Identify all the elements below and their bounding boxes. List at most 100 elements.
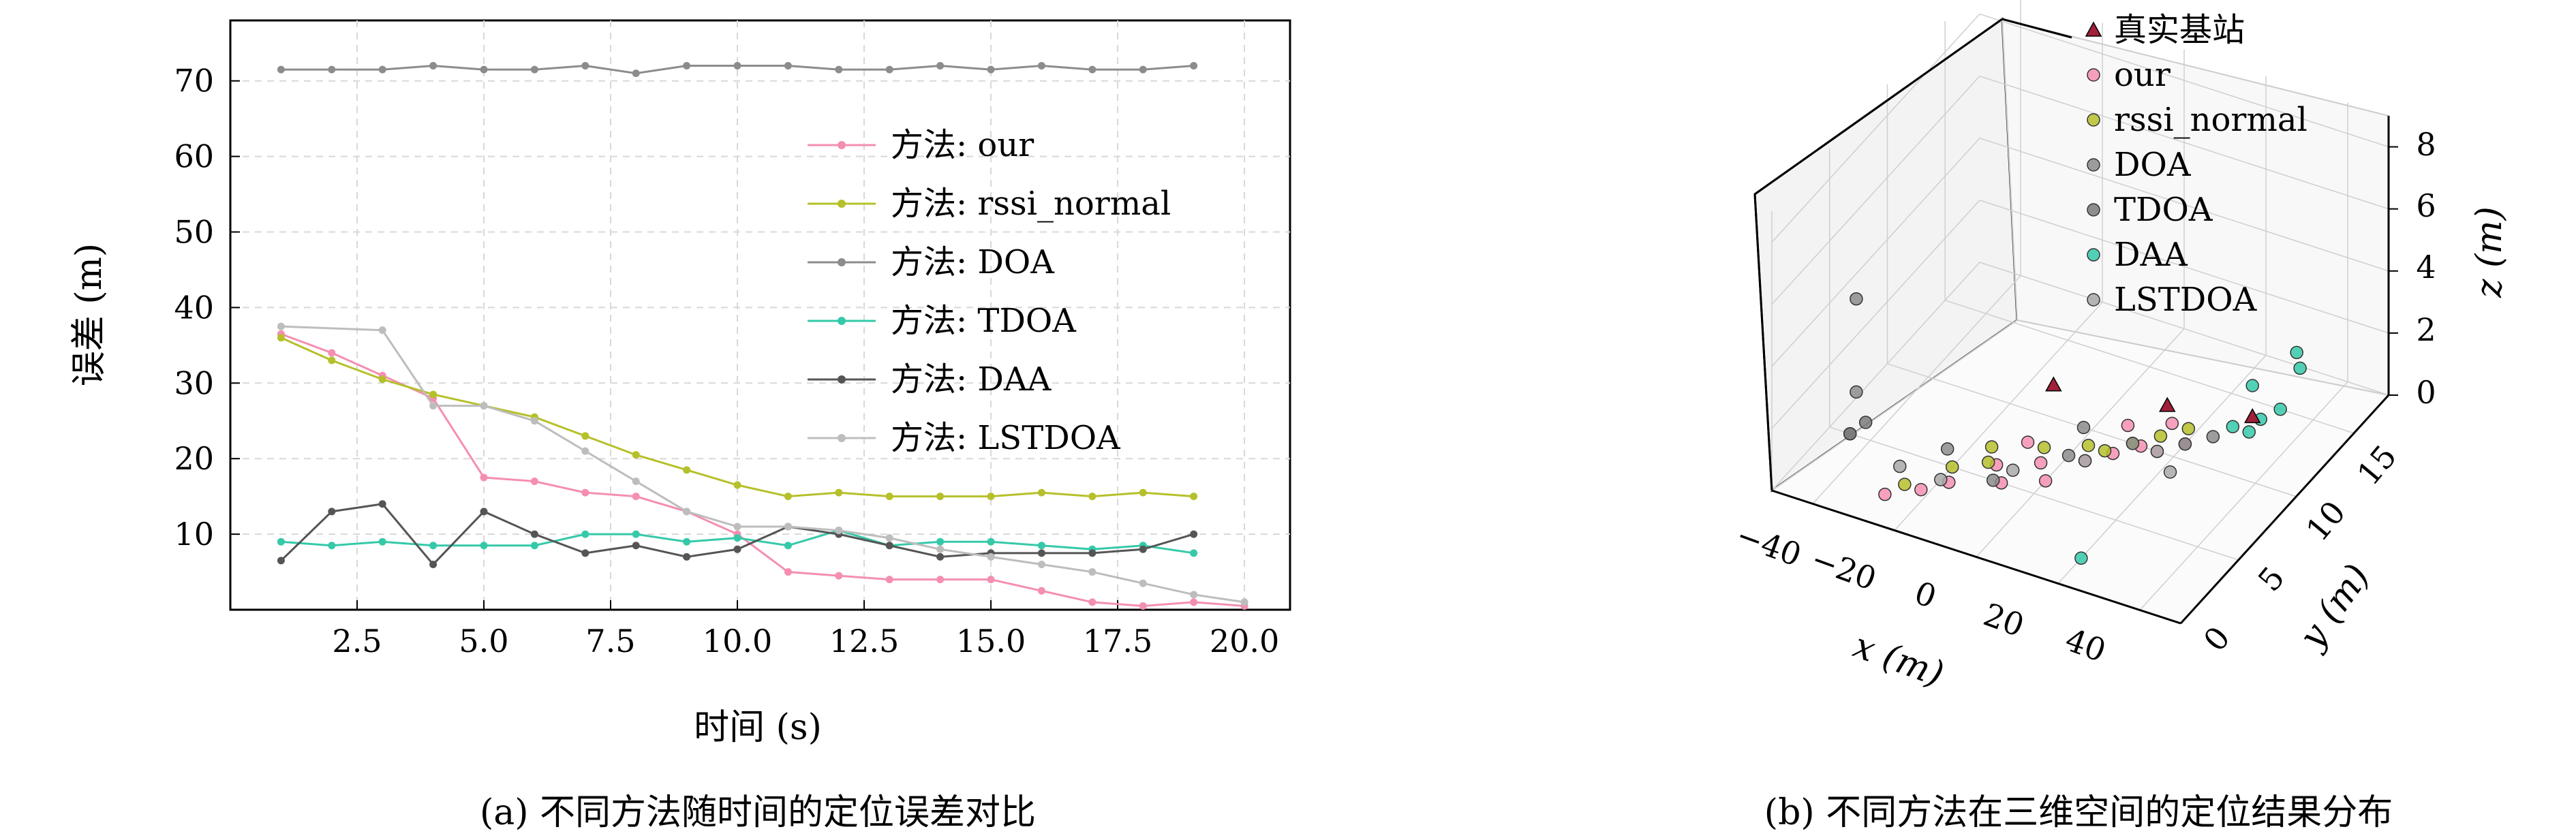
legend-marker [2087, 158, 2100, 172]
grid-line [1771, 262, 1980, 491]
y-tick-label: 50 [174, 214, 214, 251]
data-point [530, 65, 538, 74]
data-point [2178, 437, 2192, 451]
data-point [1088, 568, 1097, 576]
legend-label: 方法: DAA [891, 360, 1052, 399]
data-point [1984, 440, 1999, 454]
data-point [530, 477, 538, 485]
data-point [784, 568, 792, 576]
data-point [1139, 65, 1147, 74]
data-point [835, 65, 843, 74]
legend-label: 方法: our [891, 126, 1034, 164]
gridlines [230, 20, 1290, 610]
grid-line [1771, 76, 1980, 305]
data-point [733, 481, 741, 489]
data-point [987, 493, 995, 501]
data-point [277, 322, 285, 330]
legend-item: 方法: DOA [808, 243, 1055, 281]
data-point [2121, 418, 2135, 433]
data-point [784, 493, 792, 501]
data-point [2061, 448, 2076, 463]
data-point [683, 62, 691, 70]
data-point [1850, 385, 1863, 399]
x-tick-label: 20 [1979, 596, 2029, 644]
data-point [480, 508, 488, 516]
legend-marker [838, 200, 846, 208]
data-point [835, 488, 843, 497]
legend-marker [2087, 203, 2100, 217]
y-tick-label: 60 [174, 138, 214, 175]
y-tick-label: 15 [2350, 438, 2404, 493]
x-axis-label: x (m) [1848, 625, 1949, 696]
data-point [581, 530, 589, 538]
data-point [480, 542, 488, 550]
data-point [2126, 437, 2140, 450]
data-point [429, 402, 438, 410]
legend-marker [838, 317, 846, 325]
data-point [378, 65, 386, 74]
top-edge [1754, 18, 2003, 196]
data-point [1190, 62, 1198, 70]
data-point [683, 508, 691, 516]
data-point [885, 493, 893, 501]
y-tick-label: 40 [174, 289, 214, 326]
grid-line [1979, 138, 2389, 272]
grid-line [1979, 262, 2389, 396]
data-point [683, 553, 691, 561]
data-point [1934, 473, 1948, 486]
data-point [277, 65, 285, 74]
data-point [632, 530, 640, 538]
data-point [277, 557, 285, 565]
series-lstdoa [1893, 444, 2177, 486]
series-doa [277, 62, 1198, 78]
left-edge [1753, 193, 1773, 491]
data-point [2150, 444, 2164, 458]
legend-item: TDOA [2087, 191, 2213, 229]
data-point [2293, 361, 2307, 375]
data-point [1240, 598, 1248, 606]
data-point [1088, 493, 1097, 501]
x-tick-label: 17.5 [1083, 623, 1152, 659]
z-tick-label: 8 [2416, 126, 2436, 163]
data-point [480, 402, 488, 410]
y-tick-label: 10 [174, 516, 214, 553]
data-point [733, 545, 741, 553]
data-point [835, 527, 843, 535]
y-axis-line [2179, 394, 2390, 625]
data-point [733, 523, 741, 531]
data-point [378, 375, 386, 384]
series-doa [1850, 292, 2220, 487]
data-point [1986, 473, 2000, 487]
legend-label: 方法: LSTDOA [891, 419, 1121, 457]
data-point [378, 538, 386, 546]
x-tick-label: 7.5 [585, 623, 635, 659]
z-axis-label: z (m) [2469, 206, 2510, 298]
legend-label: 方法: rssi_normal [891, 185, 1171, 223]
series-group [277, 62, 1248, 610]
data-point [2243, 408, 2261, 424]
x-tick-label: −20 [1807, 540, 1882, 597]
data-point [328, 65, 336, 74]
data-point [2074, 551, 2088, 565]
legend-label: rssi_normal [2114, 101, 2307, 139]
data-point [2159, 396, 2176, 412]
legend-item: 真实基站 [2085, 11, 2245, 49]
x-tick-label: 10.0 [703, 623, 772, 659]
legend-marker [2087, 68, 2100, 82]
top-right-edge [2002, 18, 2072, 39]
legend-label: 方法: TDOA [891, 302, 1077, 340]
data-point [2081, 439, 2096, 452]
data-point [530, 417, 538, 425]
scatter-points [1843, 292, 2307, 565]
x-tick-label: 2.5 [332, 623, 382, 659]
x-tick-label: 40 [2061, 621, 2111, 670]
legend-item: 方法: LSTDOA [808, 419, 1121, 457]
data-point [632, 493, 640, 501]
caption-b: (b) 不同方法在三维空间的定位结果分布 [1764, 792, 2393, 833]
legend-label: 方法: DOA [891, 243, 1055, 281]
data-point [1878, 487, 1892, 501]
legend-item: 方法: TDOA [808, 302, 1077, 340]
legend-label: 真实基站 [2114, 11, 2245, 49]
y-tick-label: 20 [174, 440, 214, 477]
